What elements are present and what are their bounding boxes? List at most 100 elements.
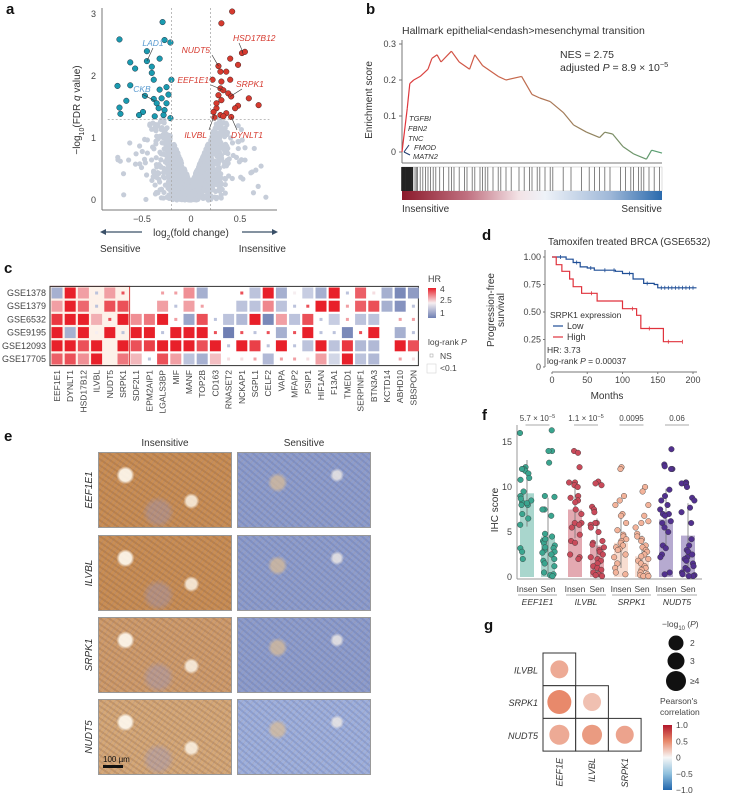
x-tick-label: 100: [615, 375, 630, 385]
hr-cell: [91, 353, 103, 365]
insensitive-point: [213, 100, 220, 107]
group-label: Insen: [517, 584, 538, 594]
enrichment-curve-segment: [406, 83, 411, 109]
column-label: SRPK1: [118, 370, 128, 398]
hr-cell: [275, 327, 287, 339]
sensitive-point: [163, 100, 170, 107]
column-label: CELF2: [263, 370, 273, 397]
hr-cell: [117, 313, 129, 325]
background-point: [159, 151, 166, 157]
size-legend-dot: [666, 671, 686, 691]
background-point: [165, 185, 171, 191]
sample-point: [578, 511, 585, 518]
gene-label: EEF1E1: [522, 597, 554, 607]
hr-cell: [223, 313, 235, 325]
color-legend-title-line1: Pearson's: [660, 696, 698, 706]
hr-cell: [143, 313, 155, 325]
panel-label-d: d: [482, 227, 491, 244]
column-label: MANF: [184, 370, 194, 394]
title-part: (: [685, 619, 690, 629]
background-point: [223, 120, 229, 126]
sample-point: [519, 556, 526, 563]
background-point: [225, 160, 231, 166]
ihc-image-nudt5-insensitive: 100 µm: [98, 699, 232, 775]
background-point: [212, 194, 218, 200]
background-point: [158, 117, 164, 123]
hr-cell: [411, 357, 415, 361]
p-italic: P: [461, 337, 467, 347]
background-point: [168, 168, 174, 175]
size-legend-dot: [667, 652, 685, 670]
background-point: [219, 155, 225, 161]
hr-cell: [183, 340, 195, 352]
y-axis-label: Enrichment score: [364, 61, 375, 139]
hr-cell: [368, 313, 380, 325]
hr-legend-title: HR: [428, 274, 441, 284]
background-point: [158, 157, 164, 163]
gene-leader-line: [238, 42, 244, 53]
hr-cell: [398, 357, 402, 361]
sample-point: [551, 493, 558, 500]
hr-cell: [143, 327, 155, 339]
p-part: log-rank: [547, 356, 580, 366]
p-value-label: 5.7 × 10−5: [520, 414, 556, 423]
hr-cell: [411, 331, 415, 335]
sample-point: [541, 493, 548, 500]
hr-cell: [240, 331, 244, 335]
color-legend-title-line2: correlation: [660, 707, 700, 717]
background-point: [172, 163, 178, 169]
background-point: [150, 120, 156, 126]
hr-cell: [130, 340, 142, 352]
hr-cell: [183, 300, 195, 312]
ihc-image-srpk1-sensitive: [237, 617, 371, 693]
hr-cell: [77, 300, 89, 312]
sample-point: [576, 531, 583, 538]
hr-cell: [411, 304, 415, 308]
background-point: [162, 159, 168, 165]
sample-point: [688, 520, 695, 527]
sample-point: [526, 475, 533, 482]
background-point: [214, 172, 221, 179]
legend-label-low: Low: [567, 321, 584, 331]
title-part: 10: [678, 626, 685, 632]
background-point: [217, 188, 223, 194]
hr-cell: [104, 327, 116, 339]
hr-cell: [95, 304, 99, 308]
rank-color-bar: [402, 191, 662, 200]
sensitive-point: [123, 97, 130, 104]
sig-legend-square: [426, 363, 437, 374]
insensitive-point: [232, 105, 239, 112]
background-point: [137, 143, 143, 149]
gene-label-ilvbl: ILVBL: [184, 130, 207, 140]
hr-cell: [328, 353, 340, 365]
hr-cell: [77, 313, 89, 325]
row-label-eef1e1: EEF1E1: [84, 471, 95, 508]
background-point: [210, 131, 216, 137]
hr-cell: [170, 340, 182, 352]
sensitive-point: [156, 86, 163, 93]
hr-cell: [355, 353, 367, 365]
gene-label-ckb: CKB: [133, 84, 151, 94]
hr-cell: [130, 313, 142, 325]
y-tick-label: 0.75: [523, 280, 541, 290]
background-point: [151, 146, 157, 152]
gene-leader-line: [141, 93, 155, 102]
sample-point: [518, 502, 525, 509]
hr-cell: [266, 331, 270, 335]
sample-point: [548, 551, 555, 558]
sensitive-point: [136, 112, 143, 119]
sample-point: [684, 566, 691, 573]
sample-point: [517, 521, 524, 528]
size-legend-label: ≥4: [690, 676, 700, 686]
hr-cell: [130, 353, 142, 365]
p-value-label: 0.0095: [619, 414, 644, 423]
background-point: [211, 178, 217, 184]
hr-cell: [275, 287, 287, 299]
hr-cell: [51, 340, 63, 352]
hr-cell: [240, 357, 244, 361]
enrichment-curve-segment: [413, 75, 421, 81]
km-legend-title: SRPK1 expression: [550, 310, 622, 320]
hr-cell: [407, 287, 419, 299]
hr-cell: [213, 317, 217, 321]
leading-gene-label: TGFBI: [409, 114, 431, 123]
